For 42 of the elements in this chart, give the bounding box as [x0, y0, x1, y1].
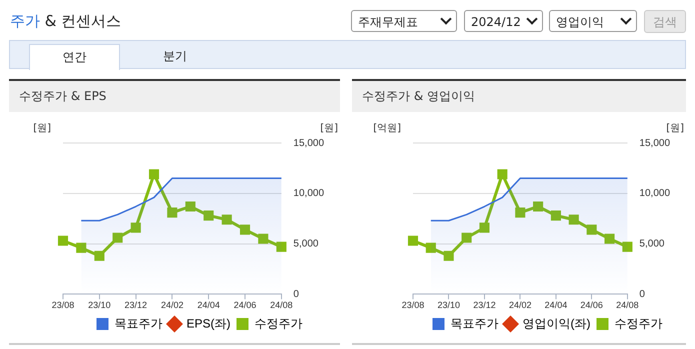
text: 검색 — [644, 10, 686, 33]
text: 2024/12 — [471, 15, 521, 29]
legend-label: 목표주가 — [114, 316, 162, 330]
x-tick-label: 24/04 — [544, 300, 568, 310]
legend-label: 목표주가 — [450, 316, 499, 330]
x-tick-label: 24/06 — [580, 300, 603, 310]
y-axis-title: [억원] — [373, 123, 402, 134]
y-axis-title: [원] — [33, 123, 52, 134]
x-tick-label: 23/10 — [437, 300, 460, 310]
x-tick-label: 24/08 — [270, 300, 293, 310]
y2-tick-label: 10,000 — [639, 188, 670, 200]
y2-tick-label: 5,000 — [293, 238, 319, 250]
x-tick-label: 24/02 — [160, 300, 184, 310]
y2-tick-label: 15,000 — [639, 138, 670, 149]
y2-tick-label: 10,000 — [293, 188, 324, 200]
y2-tick-label: 0 — [293, 288, 300, 300]
x-tick-label: 23/08 — [402, 300, 424, 310]
x-tick-label: 24/04 — [197, 300, 220, 310]
legend-label: EPS(좌) — [186, 316, 231, 330]
y2-axis-title: [원] — [320, 123, 338, 134]
x-tick-label: 23/08 — [52, 300, 74, 310]
legend-label: 수정주가 — [614, 316, 662, 330]
legend-label: 영업이익(좌) — [522, 316, 591, 330]
x-tick-label: 24/08 — [616, 300, 639, 310]
text: 영업이익 — [556, 15, 604, 29]
x-tick-label: 24/06 — [234, 300, 256, 310]
text: 분기 — [162, 48, 188, 65]
chart-title: 수정주가 & EPS — [9, 81, 340, 112]
y2-axis-title: [원] — [666, 123, 684, 134]
x-tick-label: 23/12 — [124, 300, 148, 310]
y2-tick-label: 5,000 — [639, 238, 665, 250]
x-tick-label: 24/02 — [508, 300, 532, 310]
text: & 컨센서스 — [44, 12, 122, 30]
text: 주가 — [10, 12, 40, 30]
chart-title: 수정주가 & 영업이익 — [352, 81, 686, 112]
legend-label: 수정주가 — [254, 316, 302, 330]
text: 주재무제표 — [358, 15, 418, 29]
x-tick-label: 23/10 — [88, 300, 111, 310]
y2-tick-label: 0 — [639, 288, 646, 300]
text: 연간 — [29, 44, 120, 70]
y2-tick-label: 15,000 — [293, 138, 324, 149]
x-tick-label: 23/12 — [473, 300, 496, 310]
